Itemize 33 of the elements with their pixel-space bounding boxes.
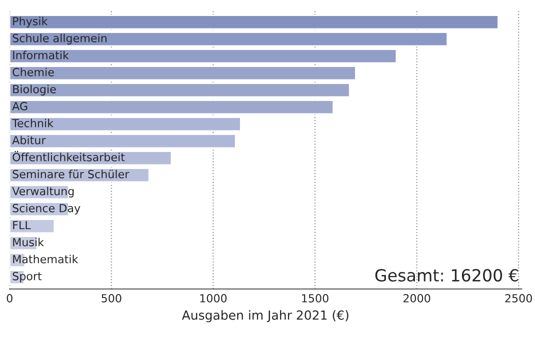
bar [10, 100, 334, 115]
y-tick-label: Technik [12, 118, 54, 128]
y-tick-label: Science Day [12, 204, 80, 214]
bar [10, 32, 448, 47]
y-tick-label: Biologie [13, 84, 56, 96]
annotation: Gesamt: 16200 € [375, 268, 518, 282]
y-tick-label: Mathematik [13, 254, 78, 264]
bar [10, 82, 350, 98]
y-tick-label: FLL [13, 221, 31, 230]
x-tick-label: 2500 [505, 294, 532, 302]
y-tick-label: Musik [13, 238, 44, 246]
bar [10, 14, 499, 30]
x-axis-title: Ausgaben im Jahr 2021 (€) [182, 310, 348, 322]
bar [10, 134, 236, 149]
y-tick-label: Schule allgemein [12, 34, 106, 44]
y-tick-label: Chemie [12, 68, 54, 76]
y-tick-label: AG [12, 102, 28, 110]
y-tick-label: Physik [13, 16, 48, 28]
bar [10, 66, 356, 81]
y-tick-label: Öffentlichkeitsarbeit [12, 151, 125, 162]
y-tick-label: Verwaltung [12, 186, 74, 198]
y-tick-label: Informatik [13, 50, 69, 60]
x-tick-label: 1500 [302, 294, 328, 302]
x-tick-label: 1000 [200, 294, 227, 302]
x-tick-label: 500 [102, 294, 122, 302]
bar [10, 48, 398, 64]
bar [10, 116, 242, 132]
y-tick-label: Seminare für Schüler [12, 170, 130, 178]
x-tick-label: 2000 [403, 294, 430, 302]
x-tick-label: 0 [6, 294, 12, 302]
bar [10, 218, 56, 234]
y-tick-label: Abitur [12, 136, 46, 144]
y-tick-label: Sport [12, 272, 42, 282]
